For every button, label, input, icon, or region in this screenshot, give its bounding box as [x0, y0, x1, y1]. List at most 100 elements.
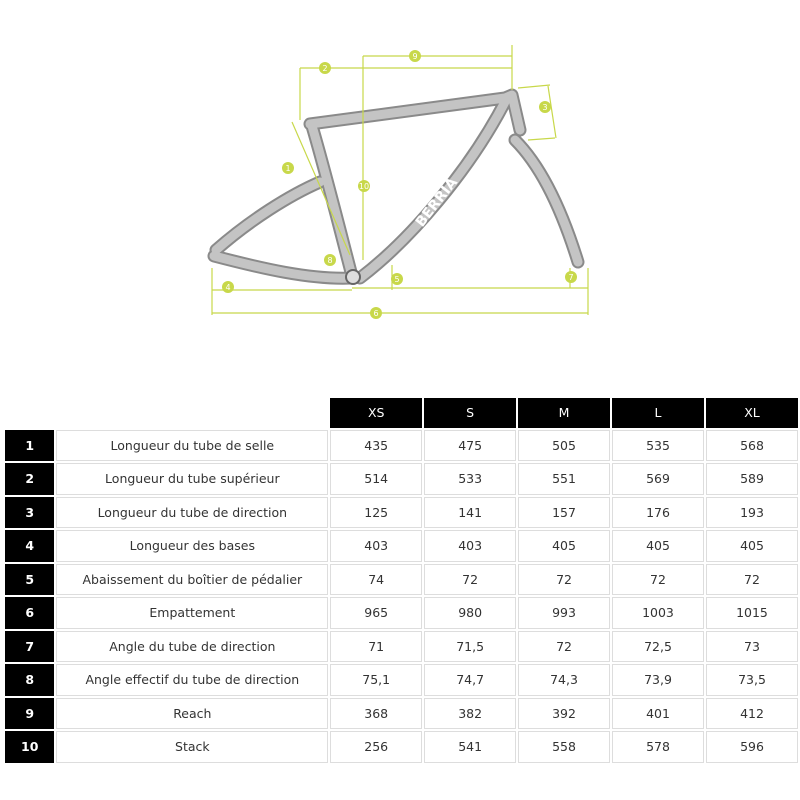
label-badge [282, 162, 294, 174]
cell-value: 1003 [612, 597, 704, 629]
cell-value: 382 [424, 697, 517, 729]
cell-value: 412 [705, 697, 798, 729]
cell-value: 403 [330, 530, 423, 562]
size-header: S [424, 398, 517, 428]
row-label: Empattement [56, 597, 329, 629]
label-badge [358, 180, 370, 192]
row-number: 3 [5, 496, 55, 528]
table-row: 9 Reach 368 382 392 401 412 [5, 697, 798, 729]
dimension-label: 4 [225, 283, 230, 292]
row-label: Reach [56, 697, 329, 729]
table-row: 4 Longueur des bases 403 403 405 405 405 [5, 530, 798, 562]
cell-value: 401 [612, 697, 704, 729]
frame-diagram: BERRIA 1 2 3 4 5 6 7 8 9 10 [207, 45, 589, 319]
row-label: Abaissement du boîtier de pédalier [56, 563, 329, 595]
table-row: 10 Stack 256 541 558 578 596 [5, 731, 798, 763]
cell-value: 551 [518, 463, 610, 495]
dimension-label: 6 [373, 309, 378, 318]
label-badge [539, 101, 551, 113]
label-badge [391, 273, 403, 285]
label-badge [370, 307, 382, 319]
cell-value: 405 [705, 530, 798, 562]
cell-value: 535 [612, 429, 704, 461]
size-header: M [518, 398, 610, 428]
dimension-label: 1 [285, 164, 290, 173]
label-badge [565, 271, 577, 283]
dimension-label: 2 [322, 64, 327, 73]
cell-value: 403 [424, 530, 517, 562]
cell-value: 73 [705, 630, 798, 662]
row-label: Angle effectif du tube de direction [56, 664, 329, 696]
row-number: 10 [5, 731, 55, 763]
cell-value: 141 [424, 496, 517, 528]
cell-value: 435 [330, 429, 423, 461]
cell-value: 72,5 [612, 630, 704, 662]
cell-value: 74,7 [424, 664, 517, 696]
cell-value: 392 [518, 697, 610, 729]
label-badge [409, 50, 421, 62]
row-number: 7 [5, 630, 55, 662]
table-row: 2 Longueur du tube supérieur 514 533 551 569 5… [5, 463, 798, 495]
table-row: 7 Angle du tube de direction 71 71,5 72 72,5 7… [5, 630, 798, 662]
cell-value: 73,5 [705, 664, 798, 696]
cell-value: 193 [705, 496, 798, 528]
cell-value: 72 [612, 563, 704, 595]
dimension-label: 3 [542, 103, 547, 112]
cell-value: 965 [330, 597, 423, 629]
cell-value: 533 [424, 463, 517, 495]
cell-value: 475 [424, 429, 517, 461]
cell-value: 72 [518, 563, 610, 595]
row-number: 1 [5, 429, 55, 461]
brand: BERRIA [413, 175, 461, 231]
row-number: 6 [5, 597, 55, 629]
table-row: 5 Abaissement du boîtier de pédalier 74 72 7… [5, 563, 798, 595]
cell-value: 505 [518, 429, 610, 461]
cell-value: 405 [518, 530, 610, 562]
cell-value: 73,9 [612, 664, 704, 696]
cell-value: 71 [330, 630, 423, 662]
row-label: Longueur du tube supérieur [56, 463, 329, 495]
row-label: Angle du tube de direction [56, 630, 329, 662]
row-label: Longueur du tube de selle [56, 429, 329, 461]
table-row: 8 Angle effectif du tube de direction 75,1… [5, 664, 798, 696]
row-number: 2 [5, 463, 55, 495]
label-badge [222, 281, 234, 293]
row-number: 8 [5, 664, 55, 696]
cell-value: 514 [330, 463, 423, 495]
frame [207, 88, 585, 285]
cell-value: 176 [612, 496, 704, 528]
cell-value: 558 [518, 731, 610, 763]
cell-value: 980 [424, 597, 517, 629]
cell-value: 589 [705, 463, 798, 495]
cell-value: 74,3 [518, 664, 610, 696]
size-header: XL [705, 398, 798, 428]
cell-value: 72 [518, 630, 610, 662]
label-badge [324, 254, 336, 266]
cell-value: 368 [330, 697, 423, 729]
row-number: 9 [5, 697, 55, 729]
cell-value: 569 [612, 463, 704, 495]
dimension-label: 9 [412, 52, 417, 61]
cell-value: 405 [612, 530, 704, 562]
cell-value: 256 [330, 731, 423, 763]
table-row: 6 Empattement 965 980 993 1003 1015 [5, 597, 798, 629]
cell-value: 1015 [705, 597, 798, 629]
blank [5, 398, 328, 428]
size-header: L [612, 398, 704, 428]
row-label: Stack [56, 731, 329, 763]
cell-value: 72 [424, 563, 517, 595]
row-number: 4 [5, 530, 55, 562]
cell-value: 125 [330, 496, 423, 528]
table-row: 3 Longueur du tube de direction 125 141 157 1… [5, 496, 798, 528]
row-label: Longueur du tube de direction [56, 496, 329, 528]
dimension-label: 10 [359, 182, 369, 191]
dimension-label: 7 [568, 273, 573, 282]
cell-value: 75,1 [330, 664, 423, 696]
cell-value: 596 [705, 731, 798, 763]
cell-value: 157 [518, 496, 610, 528]
cell-value: 578 [612, 731, 704, 763]
dimension-label: 8 [327, 256, 332, 265]
label-badge [319, 62, 331, 74]
dimension-lines [211, 45, 589, 315]
